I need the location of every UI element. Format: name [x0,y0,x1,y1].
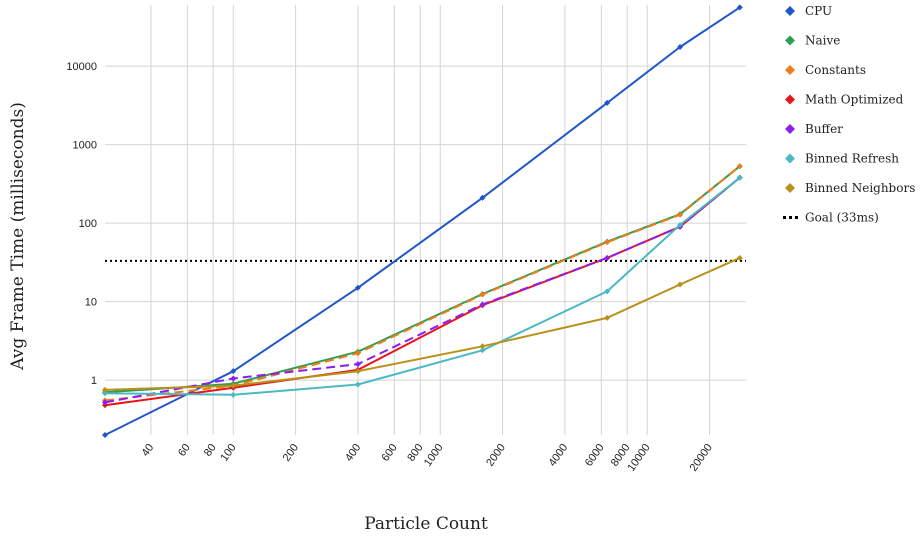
legend: CPU Naive Constants Math Optimized Buffer Bin… [783,4,915,225]
data-point [677,211,684,218]
data-point [354,350,361,357]
series-buffer [102,174,743,406]
y-tick-label: 10 [85,297,97,309]
legend-label: CPU [805,4,832,18]
legend-marker [785,6,795,16]
data-point [479,301,486,308]
x-tick-label: 80 [202,442,219,459]
series-binned-refresh [102,174,743,398]
x-tick-label: 200 [281,442,301,464]
legend-label: Binned Refresh [805,152,899,166]
x-tick-label: 100 [218,442,238,464]
legend-label: Naive [805,34,840,48]
legend-label: Math Optimized [805,93,904,107]
x-tick-label: 600 [379,442,399,464]
legend-marker [785,65,795,75]
data-point [230,391,237,398]
data-point [677,281,684,288]
legend-label: Constants [805,63,866,77]
legend-marker [785,35,795,46]
legend-label: Binned Neighbors [805,181,915,195]
legend-marker [785,124,795,134]
data-point [604,254,611,261]
x-tick-label: 20000 [688,442,715,474]
data-point [604,314,611,321]
legend-marker [785,94,795,105]
data-point [230,382,237,389]
data-point [604,239,611,246]
data-point [479,194,486,201]
grid [105,5,746,435]
data-point [677,44,684,51]
data-point [354,368,361,375]
x-tick-label: 40 [140,442,157,459]
data-point [354,284,361,291]
x-tick-label: 6000 [583,442,607,469]
x-axis-title: Particle Count [364,514,488,534]
series-group [102,4,743,438]
data-point [102,386,108,393]
data-point [354,381,361,388]
data-point [102,432,108,438]
legend-label: Goal (33ms) [805,211,879,225]
data-point [604,288,611,295]
data-point [604,99,611,106]
data-point [479,343,486,350]
series-line [104,165,741,402]
data-point [102,399,108,406]
data-point [230,375,237,382]
data-point [736,163,743,170]
y-tick-label: 1000 [73,140,97,152]
series-math-optimized [102,174,743,409]
y-tick-label: 1 [91,375,97,387]
x-tick-label: 60 [176,442,193,459]
legend-marker [785,153,795,164]
x-tick-label: 2000 [484,442,508,469]
data-point [736,174,743,181]
series-binned-neighbors [102,254,743,393]
data-point [479,291,486,298]
series-line [104,176,741,407]
series-naive [102,163,743,396]
series-line [104,176,741,396]
data-point [230,368,237,375]
data-point [354,361,361,368]
x-tick-label: 400 [343,442,363,464]
data-point [102,390,108,397]
data-point [736,254,743,261]
data-point [736,4,743,11]
x-tick-label: 4000 [546,442,570,469]
x-tick-label: 1000 [422,442,446,469]
data-point [677,221,684,228]
y-axis-title: Avg Frame Time (milliseconds) [8,102,28,371]
series-line [104,6,741,436]
y-tick-label: 10000 [66,61,97,73]
series-cpu [102,4,743,438]
series-line [104,176,741,404]
legend-marker [785,183,795,193]
legend-label: Buffer [805,122,843,136]
data-point [479,347,486,354]
y-tick-label: 100 [79,218,97,230]
y-tick-labels: 1 10 100 1000 10000 [66,61,97,387]
